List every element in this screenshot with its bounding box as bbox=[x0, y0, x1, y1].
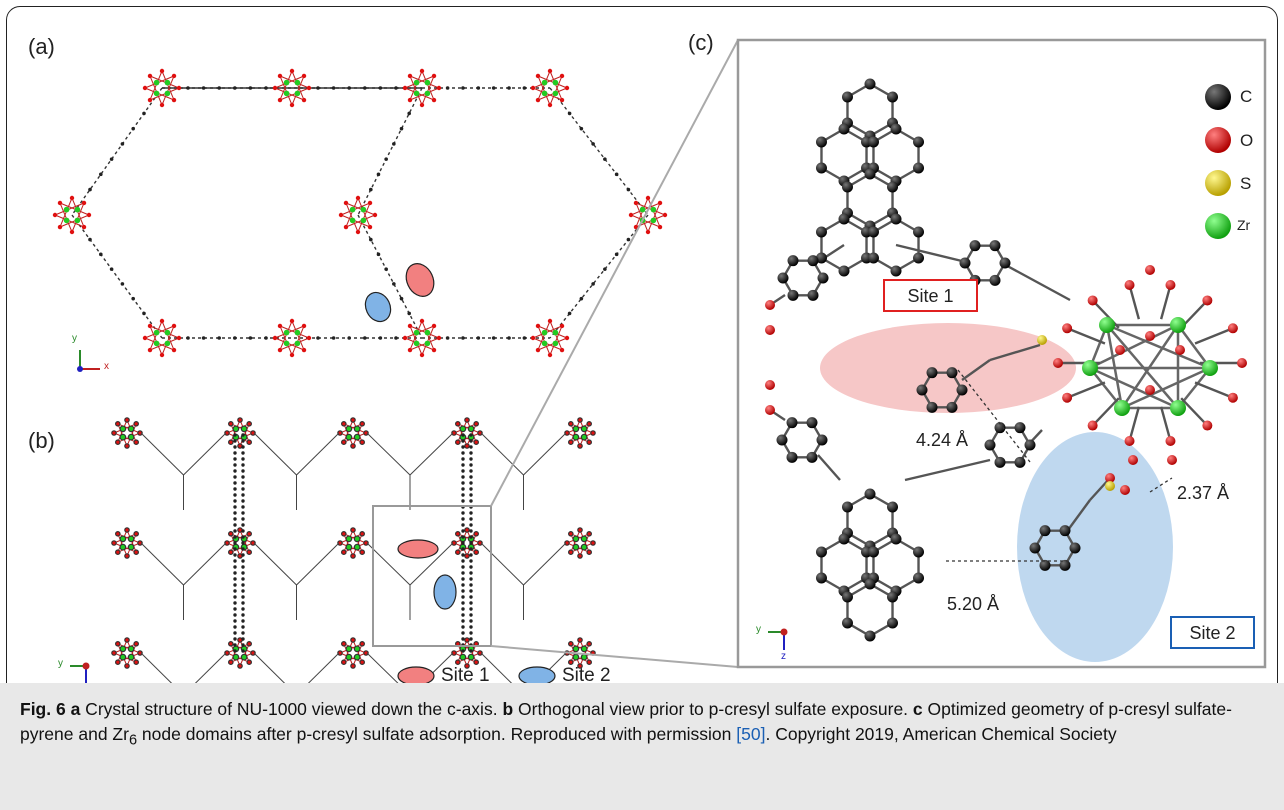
zr6-node bbox=[452, 418, 482, 448]
zr6-node bbox=[452, 638, 482, 668]
zr6-node bbox=[225, 528, 255, 558]
caption-a-text: Crystal structure of NU-1000 viewed down… bbox=[80, 699, 502, 719]
distance-label-3: 5.20 Å bbox=[947, 594, 999, 615]
caption-b-label: b bbox=[502, 699, 513, 719]
caption-a-label: a bbox=[71, 699, 81, 719]
panel-label-a: (a) bbox=[28, 34, 55, 60]
caption-reference-link[interactable]: [50] bbox=[736, 724, 765, 744]
distance-label-1: 4.24 Å bbox=[916, 430, 968, 451]
caption-c-subscript: 6 bbox=[129, 733, 137, 749]
panel-label-b: (b) bbox=[28, 428, 55, 454]
axis-label-a-y: y bbox=[72, 333, 77, 344]
zr6-node bbox=[225, 418, 255, 448]
caption-c-text-3: . Copyright 2019, American Chemical Soci… bbox=[765, 724, 1116, 744]
zoom-connector-bottom bbox=[491, 646, 738, 667]
site1-marker-a bbox=[401, 259, 439, 301]
zr6-node bbox=[338, 638, 368, 668]
zr6-node bbox=[338, 418, 368, 448]
distance-label-2: 2.37 Å bbox=[1177, 483, 1229, 504]
site2-marker-a bbox=[361, 288, 395, 325]
axis-glyph-a bbox=[77, 350, 100, 372]
panel-a-structure bbox=[72, 86, 648, 340]
caption-fig-label: Fig. 6 bbox=[20, 699, 66, 719]
caption-c-text-2: node domains after p-cresyl sulfate adso… bbox=[137, 724, 736, 744]
atom-legend-o: O bbox=[1240, 131, 1253, 151]
zr6-node bbox=[338, 528, 368, 558]
site2-marker-b bbox=[434, 575, 456, 609]
axis-label-c-y: y bbox=[756, 624, 761, 635]
atom-legend-c: C bbox=[1240, 87, 1252, 107]
atom-legend-sphere bbox=[1205, 170, 1231, 196]
atom-legend-zr: Zr bbox=[1237, 217, 1250, 233]
zr6-node bbox=[225, 638, 255, 668]
panel-label-c: (c) bbox=[688, 30, 714, 56]
caption-b-text: Orthogonal view prior to p-cresyl sulfat… bbox=[513, 699, 913, 719]
site2-box-c: Site 2 bbox=[1170, 616, 1255, 649]
figure-caption: Fig. 6 a Crystal structure of NU-1000 vi… bbox=[20, 697, 1264, 754]
axis-glyph-b bbox=[70, 663, 90, 685]
zr6-node bbox=[112, 528, 142, 558]
site1-region-c bbox=[820, 323, 1076, 413]
axis-label-a-x: x bbox=[104, 361, 109, 372]
atom-legend-s: S bbox=[1240, 174, 1251, 194]
zr6-node bbox=[565, 528, 595, 558]
zoom-connector-top bbox=[491, 40, 738, 506]
atom-legend-sphere bbox=[1205, 213, 1231, 239]
axis-label-c-z: z bbox=[781, 651, 786, 662]
atom-legend-sphere bbox=[1205, 127, 1231, 153]
figure-canvas bbox=[0, 0, 1284, 690]
zr6-node bbox=[452, 528, 482, 558]
zr6-node bbox=[112, 638, 142, 668]
site1-marker-b bbox=[398, 540, 438, 558]
zr6-node bbox=[112, 418, 142, 448]
site1-box-c: Site 1 bbox=[883, 279, 978, 312]
atom-legend-sphere bbox=[1205, 84, 1231, 110]
zoom-region-box bbox=[373, 506, 491, 646]
zr6-node bbox=[565, 418, 595, 448]
axis-label-b-y: y bbox=[58, 658, 63, 669]
linker-chain bbox=[72, 88, 648, 338]
caption-c-label: c bbox=[913, 699, 923, 719]
